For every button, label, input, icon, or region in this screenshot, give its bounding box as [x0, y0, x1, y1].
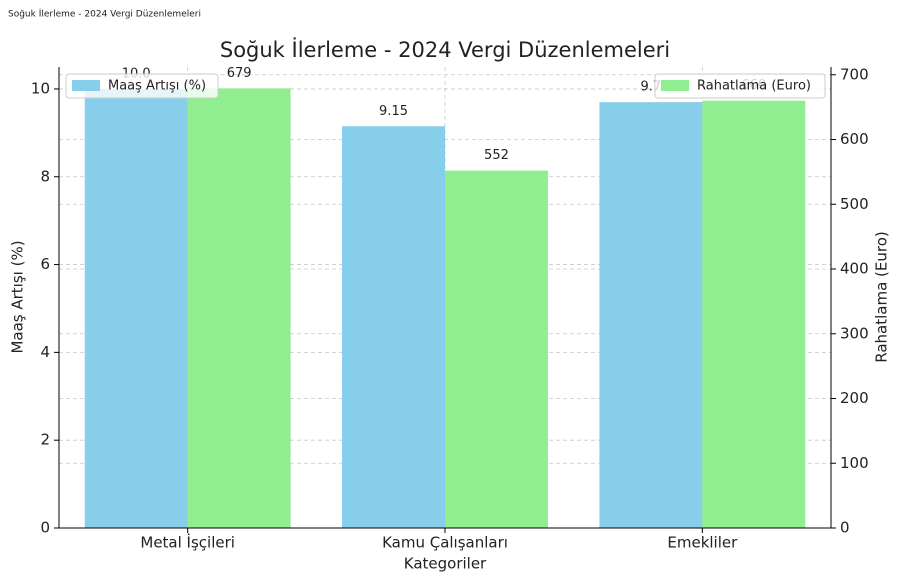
- y2-tick-label: 600: [840, 130, 869, 148]
- bar: [187, 88, 291, 528]
- y2-tick-label: 500: [840, 195, 869, 213]
- legend-box: [654, 73, 826, 99]
- legend-box: [65, 73, 219, 99]
- bar: [702, 100, 806, 528]
- y2-tick-label: 300: [840, 324, 869, 342]
- chart-title: Soğuk İlerleme - 2024 Vergi Düzenlemeler…: [220, 37, 670, 62]
- x-axis-label: Kategoriler: [404, 555, 487, 573]
- y2-tick-label: 400: [840, 260, 869, 278]
- y2-tick-label: 200: [840, 389, 869, 407]
- bar: [342, 126, 445, 529]
- bar: [84, 88, 188, 528]
- y-tick-label: 4: [40, 343, 50, 361]
- x-tick-label: Kamu Çalışanları: [382, 534, 508, 552]
- y-axis-label: Maaş Artışı (%): [9, 240, 27, 353]
- y-tick-label: 10: [31, 79, 50, 97]
- bar: [599, 102, 703, 528]
- legend-label: Rahatlama (Euro): [697, 79, 811, 94]
- y-tick-label: 6: [40, 255, 50, 273]
- x-tick-label: Emekliler: [667, 534, 738, 552]
- y-tick-label: 2: [40, 431, 50, 449]
- bar: [445, 170, 548, 528]
- x-tick-label: Metal İşçileri: [140, 533, 235, 552]
- y2-tick-label: 0: [840, 519, 850, 537]
- y2-tick-label: 100: [840, 454, 869, 472]
- value-label: 552: [484, 148, 509, 163]
- y-tick-label: 0: [40, 519, 50, 537]
- legend-swatch: [661, 80, 689, 91]
- legend-label: Maaş Artışı (%): [108, 79, 206, 94]
- y-tick-label: 8: [40, 167, 50, 185]
- page-header: Soğuk İlerleme - 2024 Vergi Düzenlemeler…: [8, 9, 201, 20]
- y2-tick-label: 700: [840, 65, 869, 83]
- value-label: 9.15: [379, 104, 408, 119]
- value-label: 679: [227, 66, 252, 81]
- y2-axis-label: Rahatlama (Euro): [873, 231, 891, 363]
- legend-swatch: [72, 80, 100, 91]
